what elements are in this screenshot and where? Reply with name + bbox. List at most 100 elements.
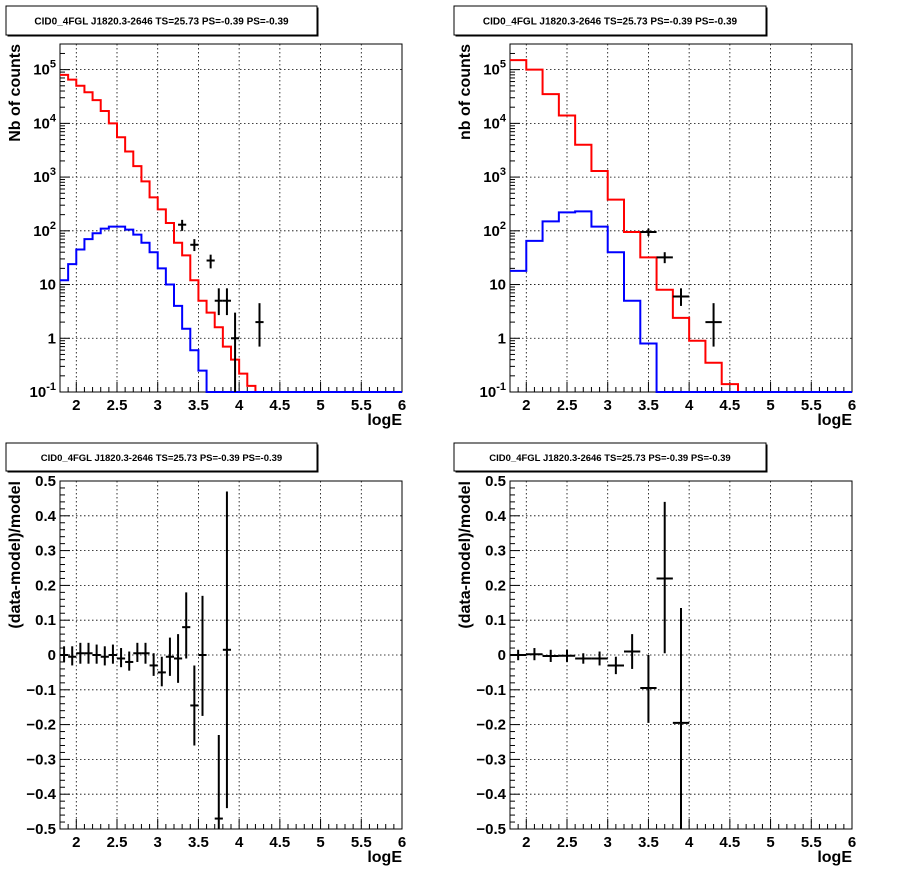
- data-point: [174, 634, 183, 683]
- data-point: [656, 252, 673, 264]
- y-tick-label: 0.3: [35, 543, 56, 560]
- y-tick-label: −0.3: [476, 751, 506, 768]
- data-point: [591, 651, 608, 666]
- y-tick-label: 0.5: [35, 473, 56, 490]
- x-tick-label: 2: [522, 834, 530, 851]
- y-tick-label: 0.2: [485, 577, 506, 594]
- data-point: [125, 651, 134, 671]
- x-tick-label: 2.5: [107, 834, 128, 851]
- data-point: [640, 228, 657, 237]
- y-tick-label: 0.1: [35, 612, 56, 629]
- y-tick-label: 10: [39, 277, 56, 294]
- data-point: [165, 637, 174, 676]
- data-points: [178, 219, 264, 392]
- data-point: [231, 312, 240, 392]
- y-tick-label: −0.5: [476, 821, 506, 838]
- data-point: [640, 655, 657, 723]
- y-tick-label: −0.4: [476, 786, 506, 803]
- x-axis-title: logE: [817, 849, 852, 866]
- x-tick-label: 4: [685, 834, 694, 851]
- data-point: [198, 595, 207, 716]
- x-tick-label: 6: [398, 834, 406, 851]
- x-tick-label: 3: [604, 834, 612, 851]
- data-point: [672, 288, 690, 306]
- data-point: [133, 642, 142, 662]
- data-point: [190, 239, 199, 252]
- x-tick-label: 4.5: [269, 397, 290, 414]
- y-tick-label: 10-1: [480, 381, 506, 401]
- x-tick-label: 2.5: [557, 397, 578, 414]
- x-tick-label: 3: [604, 397, 612, 414]
- data-point: [214, 288, 223, 316]
- x-tick-label: 4.5: [719, 834, 740, 851]
- x-tick-label: 4: [685, 397, 694, 414]
- data-point: [672, 608, 690, 829]
- y-tick-label: −0.2: [476, 717, 506, 734]
- y-tick-label: 0.4: [485, 508, 507, 525]
- data-point: [117, 648, 126, 668]
- y-tick-label: 105: [33, 59, 56, 79]
- x-tick-label: 5.5: [801, 834, 822, 851]
- x-axis-title: logE: [367, 412, 402, 429]
- x-tick-label: 3: [154, 834, 162, 851]
- plot-frame: [509, 43, 853, 393]
- chart-panel-residuals-cid0: 2 2.5 3 3.5 4 4.5 5 5.5 6 −0.5 −0.4 −0.3 −0.2 −0.1 0 0.…: [5, 442, 406, 866]
- title-box: [453, 442, 767, 472]
- data-point: [141, 642, 150, 664]
- x-tick-label: 5: [766, 397, 774, 414]
- title-box: [5, 5, 318, 36]
- data-points: [510, 501, 690, 829]
- title-box: [453, 5, 767, 36]
- x-tick-label: 6: [848, 397, 856, 414]
- histogram-series-blue: [60, 225, 402, 393]
- chart-panel-residuals-cid0-wide: 2 2.5 3 3.5 4 4.5 5 5.5 6 −0.5 −0.4 −0.3 −0.2 −0.1 0 0.…: [453, 442, 856, 866]
- y-tick-label: 10: [489, 277, 506, 294]
- y-tick-label: 1: [498, 330, 506, 347]
- x-axis-title: logE: [817, 412, 852, 429]
- y-tick-label: −0.2: [26, 717, 56, 734]
- data-point: [84, 642, 93, 664]
- data-point: [190, 665, 199, 746]
- y-axis-title: (data-model)/model: [7, 481, 24, 629]
- data-point: [68, 646, 77, 666]
- x-tick-label: 4.5: [269, 834, 290, 851]
- x-tick-label: 2.5: [107, 397, 128, 414]
- x-axis-title: logE: [367, 849, 402, 866]
- y-tick-label: 0: [498, 647, 506, 664]
- chart-panel-counts-cid0: 2 2.5 3 3.5 4 4.5 5 5.5 6 10-1 1 10 102 103 104 105 logE…: [5, 5, 406, 429]
- x-tick-label: 5.5: [351, 397, 372, 414]
- x-tick-label: 2: [72, 397, 80, 414]
- x-tick-label: 3.5: [638, 397, 659, 414]
- data-point: [575, 653, 592, 664]
- data-point: [705, 303, 722, 347]
- x-tick-label: 4: [235, 834, 244, 851]
- data-point: [214, 735, 223, 829]
- grid: [60, 44, 402, 392]
- data-point: [510, 649, 527, 661]
- y-tick-label: −0.1: [476, 682, 506, 699]
- y-tick-label: 104: [483, 112, 507, 132]
- chart-title: CID0_4FGL J1820.3-2646 TS=25.73 PS=-0.39…: [483, 17, 738, 28]
- axis-ticks: [509, 480, 853, 830]
- data-point: [76, 642, 85, 664]
- y-axis-title: nb of counts: [457, 44, 474, 140]
- data-point: [149, 653, 158, 676]
- y-tick-label: −0.1: [26, 682, 56, 699]
- y-tick-label: 10-1: [30, 381, 56, 401]
- title-box: [5, 442, 318, 472]
- data-point: [178, 219, 187, 231]
- y-tick-label: 102: [33, 220, 56, 240]
- y-tick-label: 105: [483, 59, 506, 79]
- data-point: [157, 656, 166, 687]
- data-points: [640, 228, 722, 347]
- y-tick-label: 102: [483, 220, 506, 240]
- data-point: [92, 644, 101, 664]
- data-point: [222, 491, 231, 809]
- x-tick-label: 3: [154, 397, 162, 414]
- data-point: [526, 648, 543, 661]
- y-tick-label: −0.3: [26, 751, 56, 768]
- y-tick-label: 103: [33, 166, 56, 186]
- y-tick-label: −0.5: [26, 821, 56, 838]
- x-tick-label: 6: [398, 397, 406, 414]
- axis-ticks: [509, 43, 853, 393]
